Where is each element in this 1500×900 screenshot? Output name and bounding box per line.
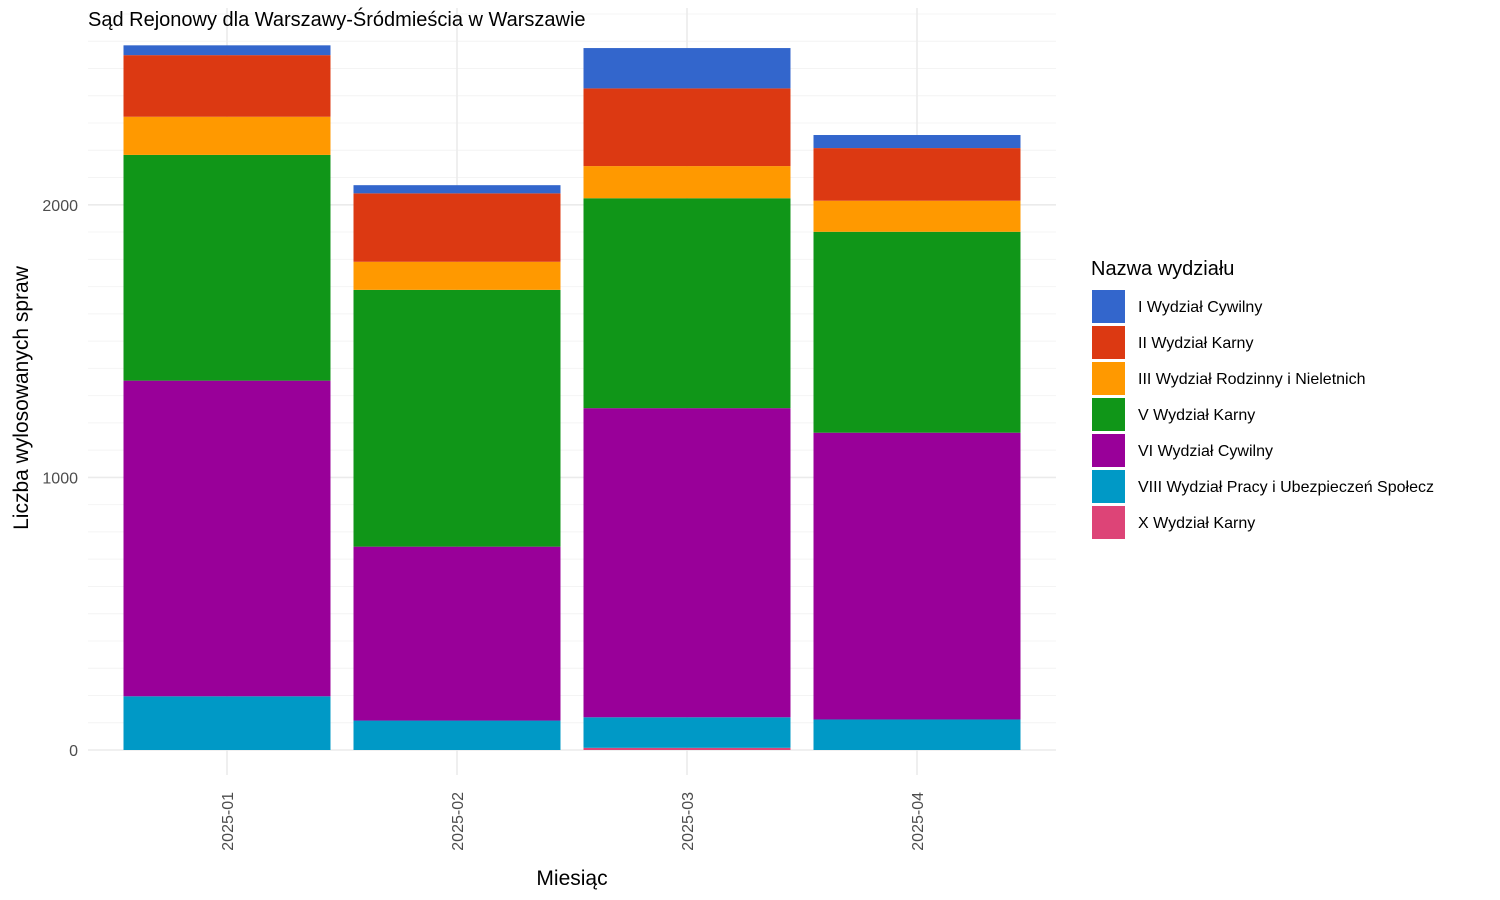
bar-segment	[583, 717, 791, 748]
bar-segment	[353, 289, 561, 547]
bar-segment	[123, 55, 331, 117]
bar-segment	[123, 45, 331, 56]
y-tick-label: 2000	[42, 198, 78, 215]
bar-segment	[583, 48, 791, 89]
legend: Nazwa wydziału I Wydział Cywilny II Wydzi…	[1091, 258, 1434, 539]
legend-label: V Wydział Karny	[1138, 407, 1255, 424]
bar-segment	[813, 200, 1021, 232]
legend-label: VI Wydział Cywilny	[1138, 443, 1273, 460]
x-axis-title: Miesiąc	[536, 867, 607, 890]
legend-swatch	[1092, 398, 1125, 431]
legend-swatch	[1092, 290, 1125, 323]
bar-segment	[123, 154, 331, 381]
legend-swatch	[1092, 362, 1125, 395]
bar-segment	[123, 696, 331, 750]
y-axis-title: Liczba wylosowanych spraw	[10, 265, 33, 530]
chart-title: Sąd Rejonowy dla Warszawy-Śródmieścia w …	[88, 7, 586, 31]
legend-label: X Wydział Karny	[1138, 515, 1255, 532]
legend-label: I Wydział Cywilny	[1138, 299, 1262, 316]
bar-segment	[353, 185, 561, 194]
legend-swatch	[1092, 470, 1125, 503]
legend-swatch	[1092, 434, 1125, 467]
bar-segment	[353, 193, 561, 262]
bar-segment	[813, 148, 1021, 201]
legend-label: III Wydział Rodzinny i Nieletnich	[1138, 371, 1366, 388]
bar-segment	[583, 166, 791, 199]
bar-segment	[353, 261, 561, 290]
bar-segment	[813, 432, 1021, 720]
bar-segment	[353, 720, 561, 750]
legend-label: VIII Wydział Pracy i Ubezpieczeń Społecz	[1138, 479, 1434, 496]
y-tick-label: 1000	[42, 470, 78, 487]
x-tick-label: 2025-01	[220, 792, 237, 851]
y-tick-label: 0	[69, 743, 78, 760]
legend-swatch	[1092, 326, 1125, 359]
bars	[123, 45, 1021, 750]
legend-title: Nazwa wydziału	[1091, 258, 1234, 280]
legend-swatch	[1092, 506, 1125, 539]
bar-segment	[583, 747, 791, 750]
bar-segment	[123, 116, 331, 155]
x-tick-label: 2025-03	[680, 792, 697, 851]
bar-segment	[813, 231, 1021, 433]
bar-segment	[813, 719, 1021, 750]
x-tick-label: 2025-04	[910, 792, 927, 851]
x-tick-label: 2025-02	[450, 792, 467, 851]
legend-label: II Wydział Karny	[1138, 335, 1253, 352]
bar-segment	[123, 380, 331, 697]
bar-segment	[813, 135, 1021, 149]
bar-segment	[583, 198, 791, 409]
bar-segment	[583, 88, 791, 167]
bar-segment	[583, 408, 791, 718]
bar-segment	[353, 546, 561, 721]
axes: 0 1000 2000 2025-01 2025-02 2025-03 2025-04	[42, 198, 927, 851]
